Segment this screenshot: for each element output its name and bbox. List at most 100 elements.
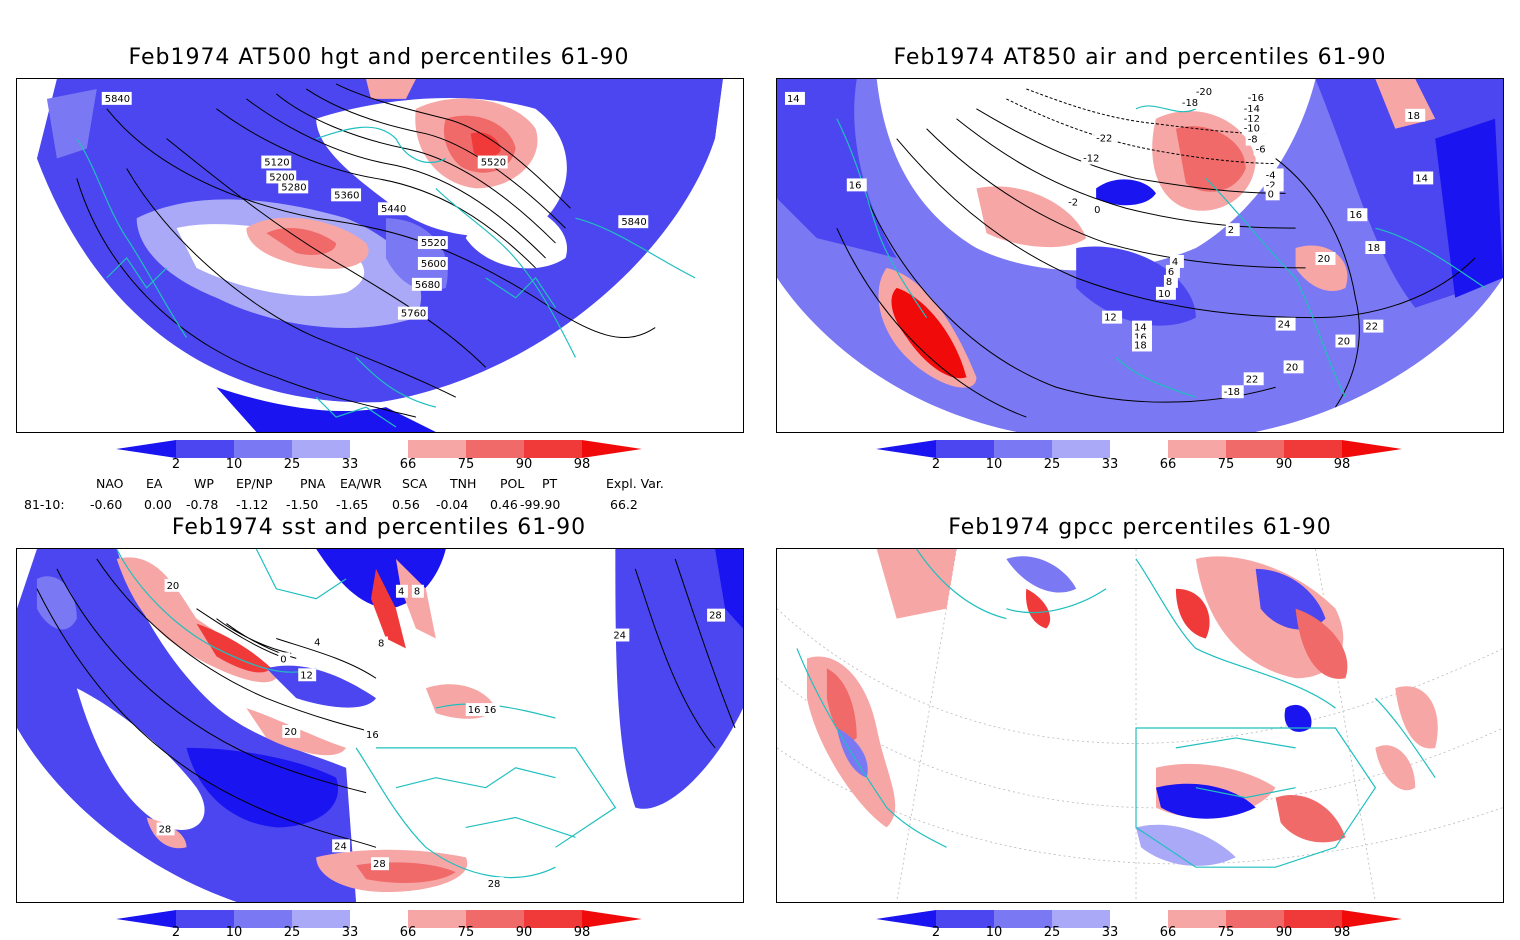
svg-text:5440: 5440 (381, 204, 406, 215)
idx-value: 0.56 (392, 497, 420, 512)
map-panel-sst: 20 0 4 8 12 16 20 24 28 28 28 16 16 24 2… (16, 548, 744, 903)
idx-value: -1.65 (336, 497, 369, 512)
svg-text:16: 16 (484, 705, 497, 716)
svg-text:18: 18 (1367, 243, 1380, 254)
idx-row-label: 81-10: (24, 497, 65, 512)
idx-header: Expl. Var. (606, 476, 664, 491)
svg-text:5360: 5360 (334, 190, 359, 201)
panel-title-gpcc: Feb1974 gpcc percentiles 61-90 (948, 515, 1332, 540)
svg-text:14: 14 (787, 94, 800, 105)
map-panel-hgt500: 5840 5120 5200 5280 5360 5440 5520 5600 … (16, 78, 744, 433)
svg-text:12: 12 (300, 670, 313, 681)
svg-text:20: 20 (167, 581, 180, 592)
idx-value: -1.50 (286, 497, 319, 512)
idx-value: -0.60 (90, 497, 123, 512)
svg-text:0: 0 (1094, 205, 1100, 216)
svg-text:24: 24 (334, 841, 347, 852)
svg-text:5520: 5520 (481, 158, 506, 169)
map-panel-gpcc (776, 548, 1504, 903)
svg-text:5600: 5600 (421, 259, 446, 270)
svg-text:5520: 5520 (421, 238, 446, 249)
svg-text:24: 24 (613, 631, 626, 642)
svg-text:-18: -18 (1224, 387, 1240, 398)
svg-text:24: 24 (1278, 320, 1291, 331)
svg-text:20: 20 (1337, 337, 1350, 348)
svg-text:4: 4 (398, 587, 404, 598)
svg-text:28: 28 (373, 859, 386, 870)
idx-value: -0.78 (186, 497, 219, 512)
svg-text:18: 18 (1407, 111, 1420, 122)
idx-header: EA (146, 476, 163, 491)
svg-text:12: 12 (1104, 313, 1117, 324)
svg-text:-16: -16 (1248, 93, 1264, 104)
idx-header: PNA (300, 476, 326, 491)
svg-text:2: 2 (1228, 225, 1234, 236)
svg-text:-18: -18 (1182, 98, 1198, 109)
idx-header: POL (500, 476, 525, 491)
svg-text:16: 16 (1349, 210, 1362, 221)
svg-text:16: 16 (366, 730, 379, 741)
idx-value: 0.46 (490, 497, 518, 512)
svg-text:18: 18 (1134, 340, 1147, 351)
idx-value: -99.90 (520, 497, 561, 512)
svg-text:5280: 5280 (281, 182, 306, 193)
svg-text:0: 0 (1268, 189, 1274, 200)
svg-text:14: 14 (1415, 173, 1428, 184)
svg-text:20: 20 (1286, 362, 1299, 373)
svg-text:22: 22 (1365, 322, 1378, 333)
svg-text:8: 8 (414, 587, 420, 598)
svg-text:16: 16 (468, 705, 481, 716)
idx-header: SCA (402, 476, 428, 491)
svg-text:5120: 5120 (264, 158, 289, 169)
colorbar-sst: 2 10 25 33 66 75 90 98 (116, 910, 646, 940)
hgt500-map-svg: 5840 5120 5200 5280 5360 5440 5520 5600 … (17, 79, 743, 432)
idx-header: PT (542, 476, 558, 491)
svg-text:10: 10 (1158, 289, 1171, 300)
svg-text:-14: -14 (1244, 104, 1260, 115)
svg-text:14: 14 (1134, 323, 1147, 334)
idx-header: EP/NP (236, 476, 273, 491)
svg-text:-20: -20 (1196, 87, 1212, 98)
svg-text:28: 28 (159, 824, 172, 835)
svg-text:-4: -4 (1266, 170, 1276, 181)
svg-text:6: 6 (1168, 267, 1174, 278)
idx-value: 66.2 (610, 497, 638, 512)
idx-header: WP (194, 476, 214, 491)
colorbar-gpcc: 2 10 25 33 66 75 90 98 (876, 910, 1406, 940)
panel-title-air850: Feb1974 AT850 air and percentiles 61-90 (893, 45, 1387, 70)
panel-title-sst: Feb1974 sst and percentiles 61-90 (171, 515, 587, 540)
colorbar-air850: 2 10 25 33 66 75 90 98 (876, 440, 1406, 474)
idx-value: -0.04 (436, 497, 469, 512)
idx-header: TNH (450, 476, 477, 491)
svg-text:8: 8 (1166, 277, 1172, 288)
panel-title-hgt500: Feb1974 AT500 hgt and percentiles 61-90 (128, 45, 630, 70)
svg-text:-22: -22 (1096, 134, 1112, 145)
svg-text:-2: -2 (1068, 197, 1078, 208)
svg-text:4: 4 (314, 637, 320, 648)
colorbar-hgt500: 2 10 25 33 66 75 90 98 (116, 440, 646, 474)
hgt-label: 5840 (105, 94, 130, 105)
svg-text:-2: -2 (1266, 180, 1276, 191)
idx-header: EA/WR (340, 476, 382, 491)
svg-text:16: 16 (1134, 333, 1147, 344)
svg-text:-10: -10 (1244, 124, 1260, 135)
svg-text:-12: -12 (1244, 114, 1260, 125)
map-panel-air850: 14 -20 -18 -16 -14 -12 -10 -8 -6 -4 -2 0… (776, 78, 1504, 433)
idx-value: -1.12 (236, 497, 269, 512)
svg-text:28: 28 (488, 879, 501, 890)
svg-text:16: 16 (849, 180, 862, 191)
svg-text:28: 28 (709, 611, 722, 622)
svg-text:20: 20 (284, 727, 297, 738)
svg-text:-8: -8 (1248, 135, 1258, 146)
svg-text:-6: -6 (1256, 145, 1266, 156)
svg-text:5760: 5760 (401, 309, 426, 320)
idx-value: 0.00 (144, 497, 172, 512)
svg-text:5680: 5680 (415, 280, 440, 291)
svg-text:20: 20 (1318, 254, 1331, 265)
svg-text:5200: 5200 (269, 172, 294, 183)
svg-text:22: 22 (1246, 374, 1259, 385)
svg-text:4: 4 (1172, 257, 1178, 268)
svg-text:8: 8 (378, 638, 384, 649)
svg-text:-12: -12 (1083, 154, 1099, 165)
svg-text:5840: 5840 (621, 217, 646, 228)
